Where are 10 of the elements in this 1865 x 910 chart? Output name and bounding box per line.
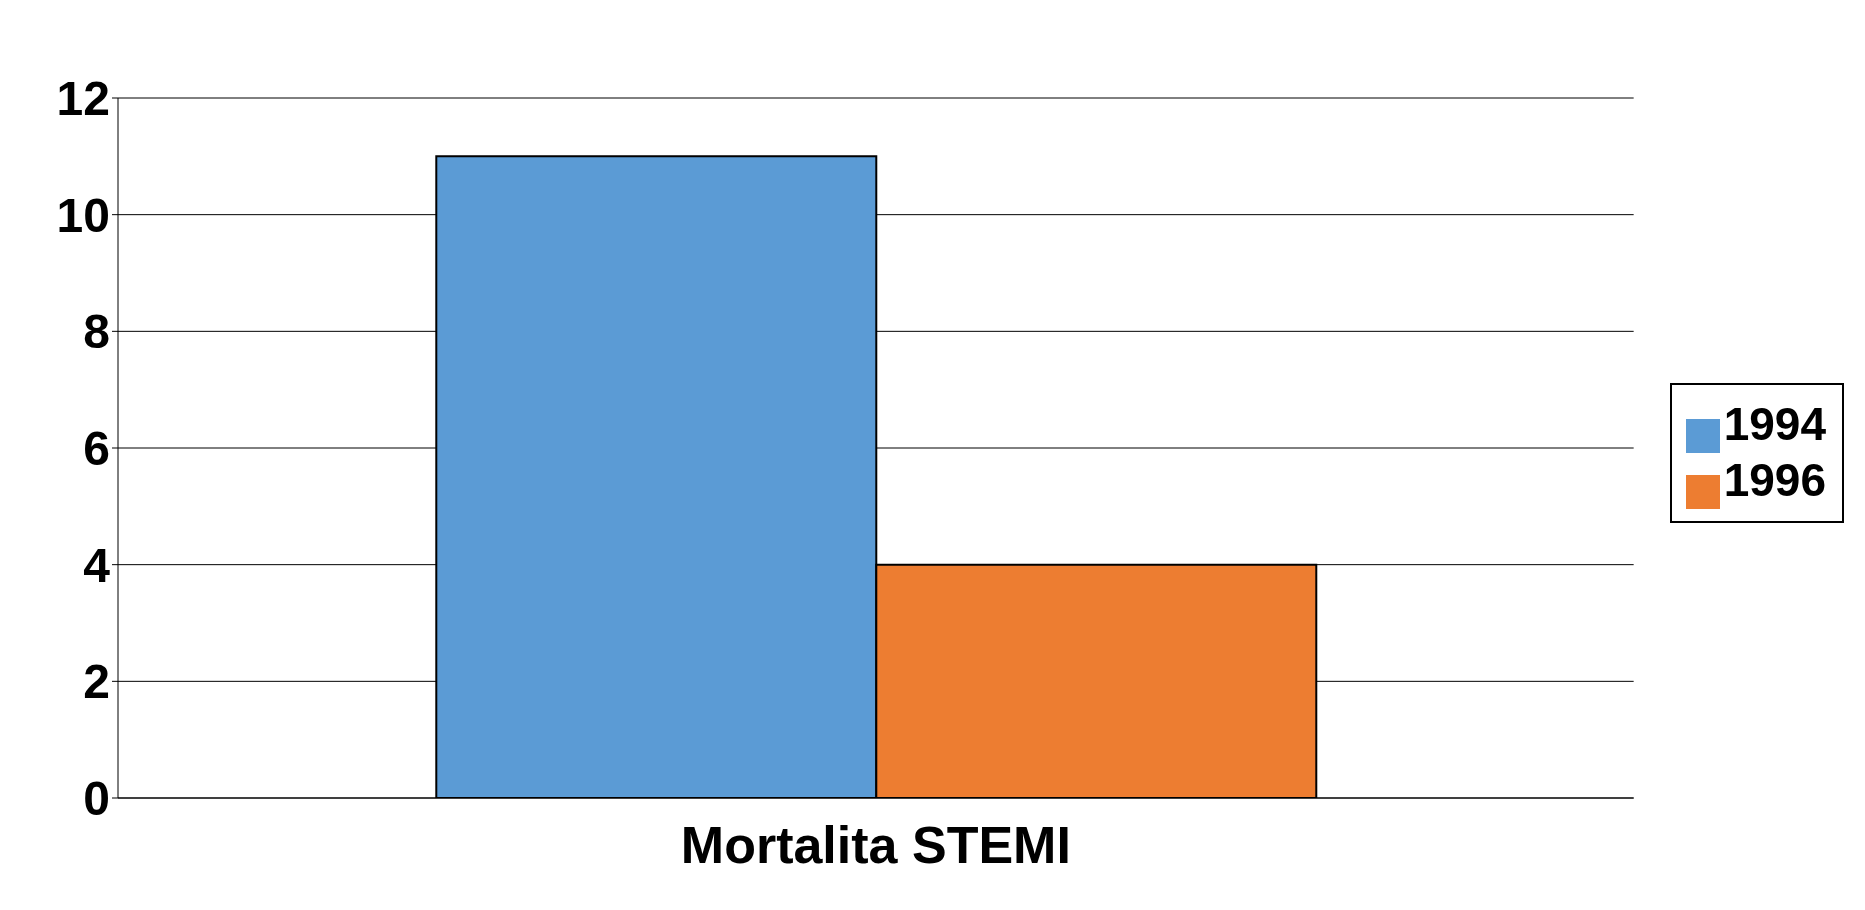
y-tick-label: 10 (56, 188, 110, 242)
y-tick-label: 0 (83, 772, 110, 826)
y-tick-label: 6 (83, 422, 110, 476)
x-tick-label: Mortalita STEMI (680, 815, 1071, 874)
legend-label: 1996 (1723, 454, 1826, 506)
y-tick-label: 4 (83, 538, 111, 592)
y-tick-label: 8 (83, 305, 110, 359)
legend-label: 1994 (1723, 398, 1826, 451)
y-tick-label: 12 (56, 72, 110, 126)
y-tick-label: 2 (83, 655, 110, 709)
